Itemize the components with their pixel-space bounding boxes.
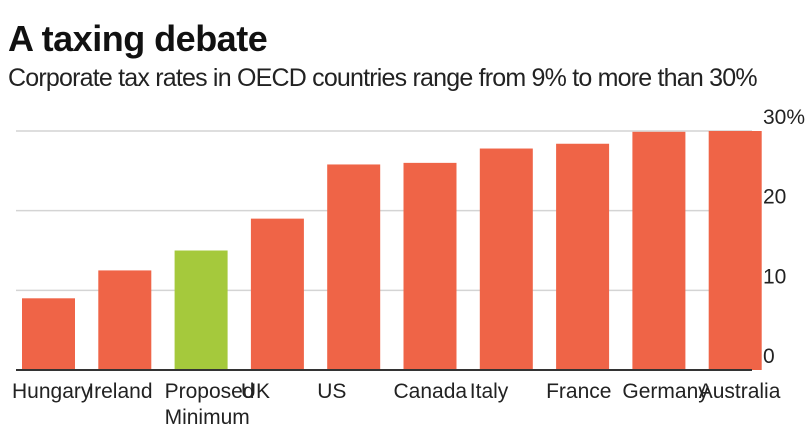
y-tick-label: 20 [763, 186, 786, 209]
x-tick-label: Hungary [12, 380, 92, 403]
x-tick-label: Australia [699, 380, 781, 403]
y-tick-label: 30% [763, 106, 805, 129]
chart-subtitle: Corporate tax rates in OECD countries ra… [8, 64, 758, 92]
bar [250, 218, 304, 370]
x-tick-label: Italy [470, 380, 509, 403]
bar [403, 162, 457, 370]
x-tick-label: Canada [394, 380, 468, 403]
bar [22, 298, 75, 370]
bar [632, 131, 686, 370]
x-tick-label: UK [241, 380, 270, 403]
y-tick-label: 10 [763, 265, 786, 288]
chart-title: A taxing debate [8, 18, 268, 59]
bar [327, 164, 381, 370]
bar [98, 270, 152, 370]
x-tick-label: US [317, 380, 346, 403]
bar [174, 250, 228, 370]
x-tick-label: Ireland [88, 380, 152, 403]
bar [708, 131, 762, 370]
x-tick-label: Germany [622, 380, 709, 403]
y-tick-label: 0 [763, 345, 775, 368]
bar [479, 148, 533, 370]
bar [556, 143, 610, 370]
x-tick-label: Proposed Minimum [165, 380, 255, 429]
x-tick-label: France [546, 380, 611, 403]
